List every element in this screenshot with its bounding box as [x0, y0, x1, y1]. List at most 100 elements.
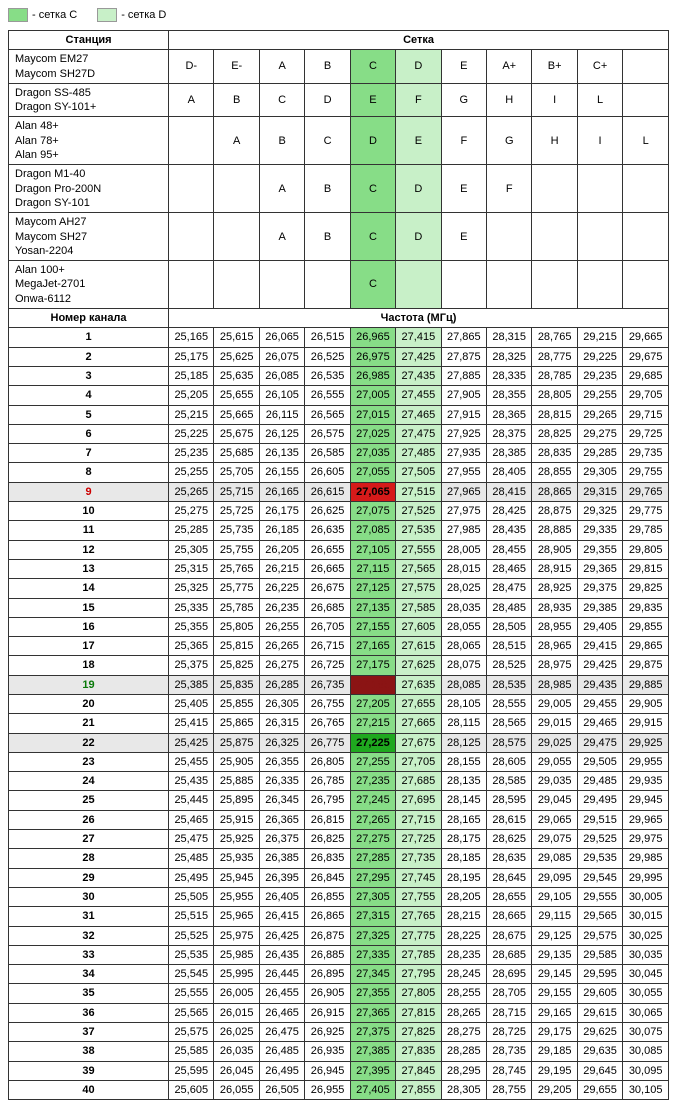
freq-cell: 27,975 — [441, 502, 486, 521]
grid-cell: C+ — [577, 50, 622, 84]
freq-cell: 29,705 — [623, 386, 669, 405]
freq-cell: 28,565 — [487, 714, 532, 733]
freq-cell: 29,915 — [623, 714, 669, 733]
freq-cell: 29,955 — [623, 752, 669, 771]
freq-cell: 30,015 — [623, 907, 669, 926]
grid-cell — [532, 165, 577, 213]
freq-cell: 27,715 — [396, 810, 441, 829]
swatch-c — [8, 8, 28, 22]
freq-cell: 29,265 — [577, 405, 622, 424]
freq-cell: 29,655 — [577, 1080, 622, 1099]
freq-cell: 29,595 — [577, 965, 622, 984]
channel-row: 625,22525,67526,12526,57527,02527,47527,… — [9, 424, 669, 443]
freq-cell: 27,965 — [441, 482, 486, 501]
freq-cell: 30,035 — [623, 945, 669, 964]
channel-number: 35 — [9, 984, 169, 1003]
freq-cell: 27,365 — [350, 1003, 395, 1022]
grid-cell — [214, 165, 259, 213]
freq-cell: 26,965 — [350, 328, 395, 347]
freq-cell: 27,465 — [396, 405, 441, 424]
freq-cell: 27,255 — [350, 752, 395, 771]
grid-cell: D — [305, 83, 350, 117]
channel-row: 1925,38525,83526,28526,73527,18527,63528… — [9, 675, 669, 694]
channel-number: 38 — [9, 1042, 169, 1061]
freq-cell: 28,485 — [487, 598, 532, 617]
freq-cell: 25,885 — [214, 772, 259, 791]
freq-cell: 27,325 — [350, 926, 395, 945]
freq-cell: 25,175 — [169, 347, 214, 366]
freq-cell: 29,995 — [623, 868, 669, 887]
freq-cell: 25,475 — [169, 830, 214, 849]
grid-cell — [441, 261, 486, 309]
freq-cell: 28,125 — [441, 733, 486, 752]
freq-cell: 26,365 — [259, 810, 304, 829]
freq-cell: 28,405 — [487, 463, 532, 482]
freq-cell: 25,655 — [214, 386, 259, 405]
channel-number: 24 — [9, 772, 169, 791]
grid-cell — [623, 50, 669, 84]
freq-cell: 26,905 — [305, 984, 350, 1003]
grid-cell — [259, 261, 304, 309]
freq-cell: 27,415 — [396, 328, 441, 347]
freq-cell: 25,565 — [169, 1003, 214, 1022]
freq-cell: 29,675 — [623, 347, 669, 366]
header-station: Станция — [9, 31, 169, 50]
channel-row: 2725,47525,92526,37526,82527,27527,72528… — [9, 830, 669, 849]
freq-cell: 27,115 — [350, 559, 395, 578]
freq-cell: 26,015 — [214, 1003, 259, 1022]
freq-cell: 25,805 — [214, 617, 259, 636]
freq-cell: 28,905 — [532, 540, 577, 559]
freq-cell: 28,015 — [441, 559, 486, 578]
freq-cell: 27,335 — [350, 945, 395, 964]
freq-cell: 29,225 — [577, 347, 622, 366]
freq-cell: 26,585 — [305, 444, 350, 463]
freq-cell: 28,875 — [532, 502, 577, 521]
freq-cell: 26,655 — [305, 540, 350, 559]
freq-cell: 28,455 — [487, 540, 532, 559]
freq-cell: 29,665 — [623, 328, 669, 347]
freq-cell: 26,515 — [305, 328, 350, 347]
freq-cell: 30,075 — [623, 1023, 669, 1042]
channel-row: 1425,32525,77526,22526,67527,12527,57528… — [9, 579, 669, 598]
freq-cell: 27,705 — [396, 752, 441, 771]
freq-cell: 26,975 — [350, 347, 395, 366]
grid-cell: B — [305, 165, 350, 213]
header-grid: Сетка — [169, 31, 669, 50]
freq-cell: 27,345 — [350, 965, 395, 984]
grid-cell: I — [532, 83, 577, 117]
freq-cell: 27,435 — [396, 366, 441, 385]
freq-cell: 29,005 — [532, 694, 577, 713]
freq-cell: 29,195 — [532, 1061, 577, 1080]
freq-cell: 27,425 — [396, 347, 441, 366]
freq-cell: 27,275 — [350, 830, 395, 849]
grid-cell — [169, 213, 214, 261]
freq-cell: 27,845 — [396, 1061, 441, 1080]
freq-cell: 27,915 — [441, 405, 486, 424]
freq-cell: 27,235 — [350, 772, 395, 791]
freq-cell: 25,575 — [169, 1023, 214, 1042]
grid-cell: E — [441, 213, 486, 261]
channel-row: 2425,43525,88526,33526,78527,23527,68528… — [9, 772, 669, 791]
channel-row: 425,20525,65526,10526,55527,00527,45527,… — [9, 386, 669, 405]
freq-cell: 26,435 — [259, 945, 304, 964]
freq-cell: 28,035 — [441, 598, 486, 617]
freq-cell: 26,215 — [259, 559, 304, 578]
freq-cell: 28,185 — [441, 849, 486, 868]
channel-row: 3625,56526,01526,46526,91527,36527,81528… — [9, 1003, 669, 1022]
grid-cell: C — [350, 213, 395, 261]
freq-cell: 27,165 — [350, 637, 395, 656]
freq-cell: 26,455 — [259, 984, 304, 1003]
freq-cell: 26,065 — [259, 328, 304, 347]
freq-cell: 25,775 — [214, 579, 259, 598]
grid-cell — [623, 83, 669, 117]
freq-cell: 28,375 — [487, 424, 532, 443]
channel-number: 3 — [9, 366, 169, 385]
freq-cell: 25,275 — [169, 502, 214, 521]
grid-cell: I — [577, 117, 622, 165]
grid-cell: C — [350, 165, 395, 213]
freq-cell: 27,455 — [396, 386, 441, 405]
freq-cell: 28,335 — [487, 366, 532, 385]
freq-cell: 29,925 — [623, 733, 669, 752]
channel-row: 3525,55526,00526,45526,90527,35527,80528… — [9, 984, 669, 1003]
channel-number: 17 — [9, 637, 169, 656]
